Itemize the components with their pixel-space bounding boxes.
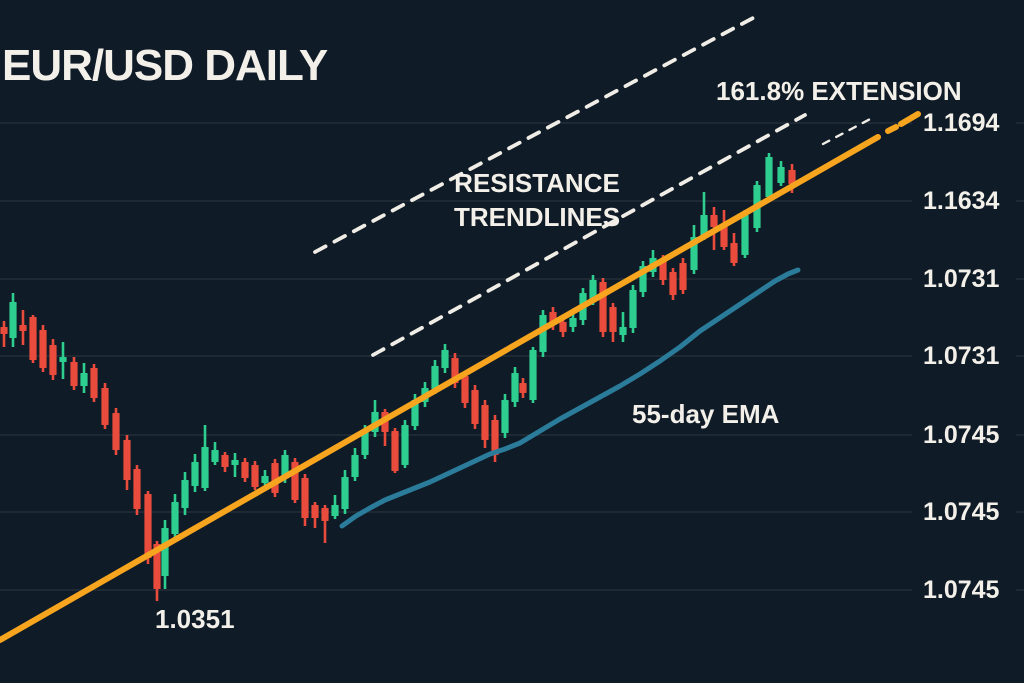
ema-label: 55-day EMA [632,399,780,429]
resistance-trendlines-label: RESISTANCE TRENDLINES [407,166,667,235]
axis-price-label: 1.0745 [923,421,1000,449]
extension-label: 161.8% EXTENSION [716,76,962,106]
axis-price-label: 1.0731 [923,265,1000,293]
axis-price-label: 1.1694 [923,109,1000,137]
resistance-label-line2: TRENDLINES [453,202,621,233]
axis-price-label: 1.0745 [923,498,1000,526]
axis-price-label: 1.1634 [923,187,1000,215]
resistance-label-line1: RESISTANCE [454,168,620,198]
page-title: EUR/USD DAILY [2,41,328,90]
axis-price-label: 1.0745 [923,576,1000,604]
swing-low-label: 1.0351 [155,604,235,634]
axis-price-label: 1.0731 [923,342,1000,370]
